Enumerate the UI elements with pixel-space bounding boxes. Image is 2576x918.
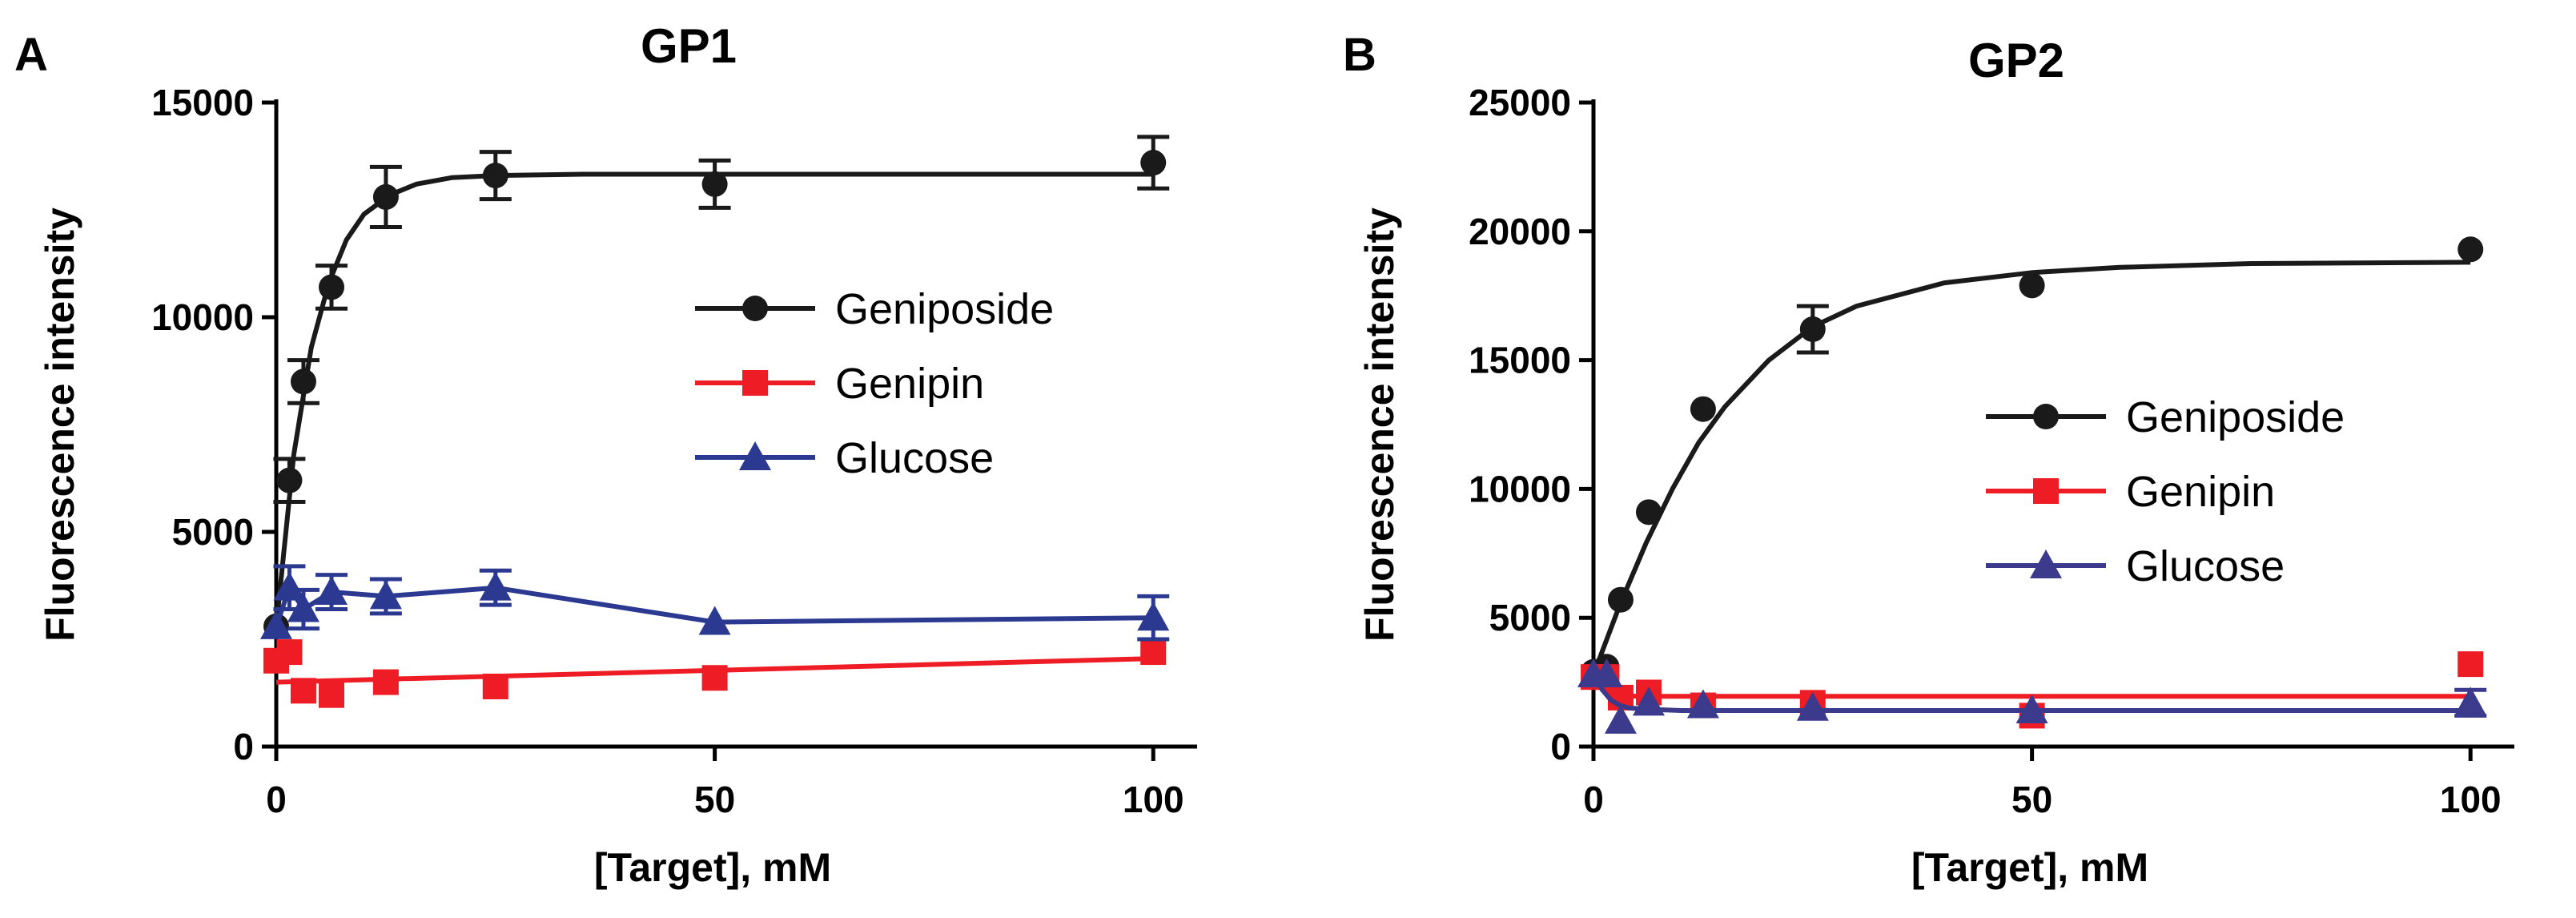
legend-marker	[742, 296, 768, 321]
x-tick-label: 50	[2011, 779, 2052, 820]
data-point	[319, 274, 344, 300]
legend-marker	[739, 441, 771, 470]
data-point	[1140, 639, 1167, 666]
data-point	[319, 682, 344, 708]
chart-title: GP2	[1968, 34, 2064, 87]
x-tick-label: 50	[694, 779, 735, 820]
chart-panel-b: B GP2 0 5000 10000 15000 20000 25000 0 50 100 [Targ…	[1343, 29, 2514, 890]
y-tick-label: 0	[233, 726, 254, 767]
data-point	[2457, 236, 2484, 263]
panel-letter: A	[14, 29, 48, 81]
x-tick-label: 100	[1123, 779, 1184, 820]
legend-label: Genipin	[835, 360, 984, 408]
data-point	[372, 183, 399, 210]
data-point	[260, 610, 292, 639]
data-point	[482, 673, 508, 699]
series-glucose	[1577, 658, 2487, 734]
y-tick-label: 20000	[1469, 211, 1571, 252]
data-point	[701, 171, 728, 197]
data-point	[1636, 499, 1662, 525]
data-point	[1607, 586, 1634, 613]
data-point	[315, 576, 348, 606]
legend-label: Geniposide	[835, 285, 1054, 333]
data-point	[2457, 651, 2484, 678]
data-point	[2019, 272, 2045, 299]
data-point	[276, 639, 303, 666]
fit-curve-geniposide	[1591, 260, 2471, 676]
panel-letter: B	[1343, 29, 1376, 81]
x-tick-label: 0	[1583, 779, 1604, 820]
x-tick-label: 100	[2440, 779, 2502, 820]
y-tick-label: 10000	[1469, 468, 1571, 509]
legend-label: Glucose	[2126, 542, 2285, 590]
legend-label: Glucose	[835, 434, 994, 482]
y-tick-label: 5000	[1489, 597, 1571, 638]
data-point	[1686, 689, 1719, 719]
data-point	[1796, 691, 1829, 721]
data-point	[290, 368, 316, 395]
y-axis-label: Fluorescence intensity	[38, 207, 82, 642]
data-point	[1633, 686, 1665, 716]
data-point	[698, 606, 731, 635]
legend-marker	[2030, 550, 2062, 578]
series-geniposide	[1581, 236, 2484, 685]
fit-curve-genipin	[1591, 675, 2471, 699]
series-glucose	[260, 564, 1170, 642]
legend-marker	[2033, 478, 2059, 504]
data-point	[372, 669, 399, 695]
data-point	[1799, 316, 1826, 343]
series-geniposide	[263, 135, 1170, 639]
fit-curve-glucose	[1591, 673, 2471, 713]
y-axis-label: Fluorescence intensity	[1357, 207, 1402, 642]
data-point	[287, 593, 319, 622]
data-point	[2454, 686, 2487, 716]
data-point	[482, 163, 508, 189]
fit-curve-geniposide	[274, 171, 1154, 627]
y-tick-label: 15000	[151, 82, 254, 123]
y-tick-label: 10000	[151, 296, 254, 338]
data-point	[1137, 602, 1170, 631]
legend-marker	[742, 370, 768, 396]
data-point	[1604, 704, 1637, 734]
data-point	[369, 580, 402, 610]
data-point	[290, 678, 316, 704]
y-tick-label: 5000	[172, 511, 254, 553]
legend-label: Geniposide	[2126, 393, 2345, 441]
chart-panel-a: A GP1 0 5000 10000 15000 0 50 100 [Target], mM Flu…	[14, 19, 1197, 890]
data-point	[479, 571, 512, 601]
y-tick-label: 15000	[1469, 340, 1571, 381]
x-tick-label: 0	[266, 779, 287, 820]
x-axis-label: [Target], mM	[1911, 845, 2148, 890]
data-point	[2015, 694, 2048, 723]
x-axis-label: [Target], mM	[594, 845, 831, 890]
y-tick-label: 0	[1550, 726, 1571, 767]
data-point	[701, 665, 728, 691]
y-tick-label: 25000	[1469, 82, 1571, 123]
data-point	[276, 467, 303, 493]
legend-marker	[2033, 404, 2059, 429]
data-point	[1590, 658, 1623, 687]
data-point	[1690, 396, 1716, 422]
data-point	[273, 571, 306, 601]
chart-title: GP1	[641, 19, 737, 73]
data-point	[1140, 150, 1167, 176]
series-genipin	[263, 639, 1167, 708]
legend-label: Genipin	[2126, 468, 2275, 516]
